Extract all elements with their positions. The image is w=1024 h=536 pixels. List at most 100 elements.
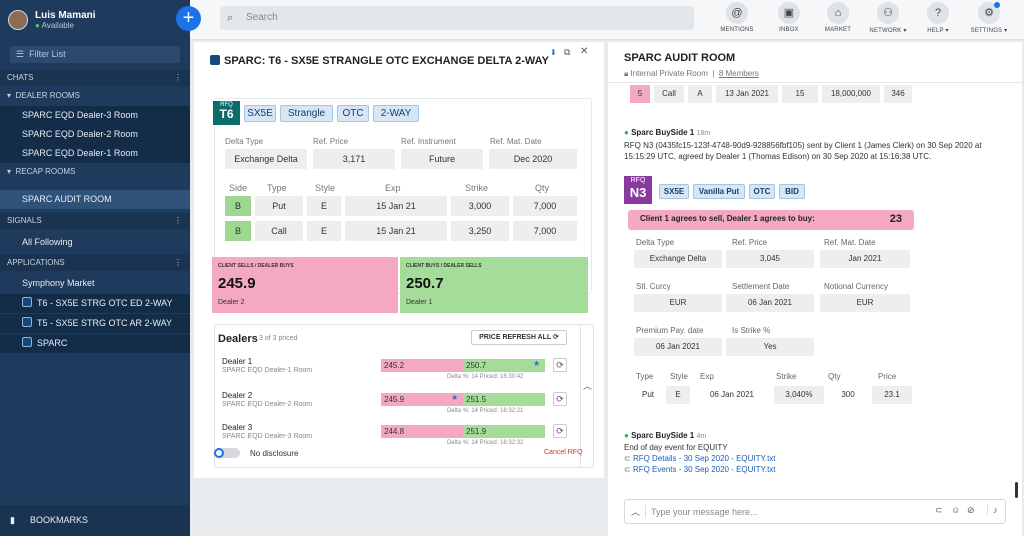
- star-icon: ★: [533, 359, 541, 368]
- applications-section[interactable]: APPLICATIONS ⋮: [0, 255, 190, 271]
- mentions-label: MENTIONS: [720, 27, 754, 33]
- popout-icon[interactable]: ⧉: [564, 47, 571, 57]
- n3-value-stl-curcy: EUR: [634, 294, 722, 312]
- search-placeholder: Search: [246, 12, 278, 23]
- expand-icon[interactable]: ︿: [631, 505, 647, 518]
- n3-leg-strike: 3,040%: [774, 386, 824, 404]
- dealer-rooms-header[interactable]: ▾ DEALER ROOMS: [0, 88, 190, 104]
- chats-section[interactable]: CHATS ⋮: [0, 70, 190, 86]
- best-prices: CLIENT SELLS / DEALER BUYS 245.9 Dealer …: [212, 257, 594, 315]
- sidebar-item-sparc[interactable]: SPARC: [0, 334, 190, 353]
- attachment-link-events[interactable]: ⊂ RFQ Events - 30 Sep 2020 - EQUITY.txt: [624, 465, 776, 474]
- sidebar-item-dealer-1[interactable]: SPARC EQD Dealer-1 Room: [0, 144, 190, 163]
- filter-placeholder: Filter List: [29, 49, 66, 59]
- msg2-sender[interactable]: Sparc BuySide 1: [631, 431, 695, 440]
- market-button[interactable]: ⌂ MARKET: [815, 2, 861, 33]
- msg1-sender[interactable]: Sparc BuySide 1: [631, 128, 695, 137]
- previous-message-row: 5 Call A 13 Jan 2021 15 18,000,000 346: [624, 83, 914, 107]
- sidebar-item-symphony-market[interactable]: Symphony Market: [22, 278, 95, 288]
- dealer2-bid[interactable]: 245.9: [381, 393, 463, 406]
- n3-leg-qty: 300: [828, 386, 868, 404]
- scrollbar[interactable]: ︿: [580, 325, 594, 467]
- paperclip-icon: ⊂: [624, 454, 631, 463]
- n3-tag-big: N3: [629, 185, 647, 200]
- dealer3-refresh-button[interactable]: ⟳: [553, 424, 567, 438]
- bookmarks-label: BOOKMARKS: [30, 515, 89, 525]
- pin-icon[interactable]: ⬇: [550, 48, 557, 57]
- price-refresh-all-button[interactable]: PRICE REFRESH ALL ⟳: [471, 330, 567, 345]
- attachment-link-events-text: RFQ Events - 30 Sep 2020 - EQUITY.txt: [632, 465, 776, 474]
- n3-value-settlement-date: 06 Jan 2021: [726, 294, 814, 312]
- disclosure-toggle[interactable]: [214, 448, 240, 458]
- leg1-side: B: [225, 196, 251, 216]
- sidebar-item-dealer-2[interactable]: SPARC EQD Dealer-2 Room: [0, 125, 190, 144]
- label-delta-type: Delta Type: [225, 137, 264, 146]
- prev-cell-4: 13 Jan 2021: [716, 85, 778, 103]
- sidebar-item-all-following[interactable]: All Following: [22, 237, 73, 247]
- n3-leg-header-price: Price: [878, 372, 897, 381]
- filter-list-input[interactable]: ☰ Filter List: [10, 46, 180, 63]
- n3-leg-header-type: Type: [636, 372, 654, 381]
- n3-label-premium-pay-date: Premium Pay. date: [636, 326, 704, 335]
- recap-rooms-header[interactable]: ▾ RECAP ROOMS: [0, 164, 190, 180]
- dealer1-bid[interactable]: 245.2: [381, 359, 463, 372]
- price-refresh-label: PRICE REFRESH ALL: [479, 334, 552, 341]
- sparc-icon: [210, 55, 220, 65]
- prev-cell-5: 15: [782, 85, 818, 103]
- help-button[interactable]: ? HELP ▾: [915, 2, 961, 34]
- sidebar-item-audit-room[interactable]: SPARC AUDIT ROOM: [0, 190, 190, 209]
- more-icon[interactable]: ⋮: [174, 73, 182, 82]
- prev-cell-1: 5: [630, 85, 650, 103]
- refresh-icon: ⟳: [556, 394, 564, 404]
- cancel-rfq-link[interactable]: Cancel RFQ: [544, 449, 583, 456]
- chat-scrollbar[interactable]: [1015, 482, 1018, 498]
- leg1-exp: 15 Jan 21: [345, 196, 447, 216]
- sidebar-item-t5[interactable]: T5 - SX5E STRG OTC AR 2-WAY: [0, 314, 190, 333]
- search-input[interactable]: ⌕ Search: [220, 6, 694, 30]
- sidebar-item-dealer-3[interactable]: SPARC EQD Dealer-3 Room: [0, 106, 190, 125]
- bookmarks-button[interactable]: ▮ BOOKMARKS: [0, 505, 190, 536]
- emoji-icon[interactable]: ☺: [951, 505, 961, 515]
- dealer1-ask[interactable]: 250.7: [463, 359, 545, 372]
- network-button[interactable]: ⚇ NETWORK ▾: [865, 2, 911, 34]
- network-label: NETWORK ▾: [869, 28, 907, 34]
- n3-label-delta-type: Delta Type: [636, 238, 675, 247]
- sidebar-item-t6[interactable]: T6 - SX5E STRG OTC ED 2-WAY: [0, 294, 190, 313]
- dealer2-ask[interactable]: 251.5: [463, 393, 545, 406]
- toggle-knob: [214, 448, 224, 458]
- new-chat-button[interactable]: +: [176, 6, 201, 31]
- collapse-icon[interactable]: ︿: [583, 381, 593, 391]
- dealer3-bid[interactable]: 244.8: [381, 425, 463, 438]
- dealer3-room: SPARC EQD Dealer-3 Room: [222, 433, 313, 440]
- client-sells-box[interactable]: CLIENT SELLS / DEALER BUYS 245.9 Dealer …: [212, 257, 398, 313]
- message-composer[interactable]: ︿ Type your message here... ⊂ ☺ ⊘ ♪: [624, 499, 1006, 524]
- attach-icon[interactable]: ⊂: [935, 505, 943, 515]
- block-icon[interactable]: ⊘: [967, 505, 975, 515]
- label-ref-instrument: Ref. Instrument: [401, 137, 456, 146]
- mentions-button[interactable]: @ MENTIONS: [714, 2, 760, 33]
- refresh-icon: ⟳: [556, 360, 564, 370]
- more-icon[interactable]: ⋮: [174, 258, 182, 267]
- signals-section[interactable]: SIGNALS ⋮: [0, 213, 190, 229]
- client-buys-dealer: Dealer 1: [406, 299, 433, 306]
- bookmark-icon: ▮: [10, 515, 15, 525]
- client-buys-title: CLIENT BUYS / DEALER SELLS: [406, 263, 482, 269]
- dealer3-ask[interactable]: 251.9: [463, 425, 545, 438]
- music-icon[interactable]: ♪: [987, 505, 998, 515]
- avatar[interactable]: [8, 10, 28, 30]
- attachment-link-details[interactable]: ⊂ RFQ Details - 30 Sep 2020 - EQUITY.txt: [624, 454, 776, 463]
- agreement-banner: Client 1 agrees to sell, Dealer 1 agrees…: [628, 210, 914, 230]
- value-delta-type: Exchange Delta: [225, 149, 307, 169]
- more-icon[interactable]: ⋮: [174, 216, 182, 225]
- inbox-button[interactable]: ▣ INBOX: [766, 2, 812, 33]
- members-link[interactable]: 8 Members: [718, 69, 759, 78]
- dealer2-refresh-button[interactable]: ⟳: [553, 392, 567, 406]
- leg1-qty: 7,000: [513, 196, 577, 216]
- settings-button[interactable]: ⚙ SETTINGS ▾: [966, 2, 1012, 34]
- settings-label: SETTINGS ▾: [970, 28, 1008, 34]
- user-name: Luis Mamani: [35, 10, 96, 21]
- close-icon[interactable]: ✕: [580, 46, 589, 57]
- dealer1-refresh-button[interactable]: ⟳: [553, 358, 567, 372]
- client-buys-box[interactable]: CLIENT BUYS / DEALER SELLS 250.7 Dealer …: [400, 257, 588, 313]
- user-profile[interactable]: Luis Mamani ● Available: [8, 6, 96, 34]
